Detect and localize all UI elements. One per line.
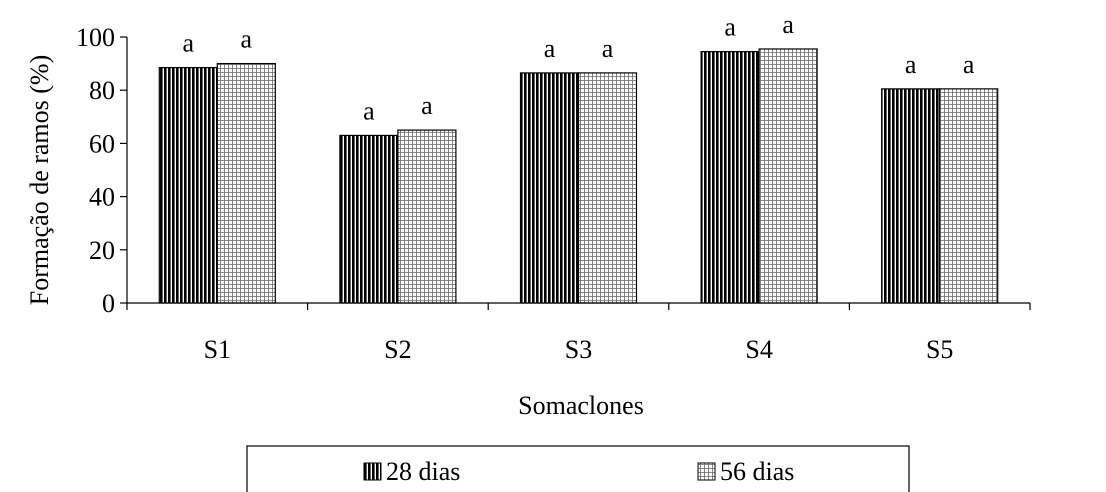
x-tick-label-s4: S4: [745, 335, 772, 364]
bar-56-dias-s2: [397, 129, 457, 304]
bar-annotation-28-dias-s4: a: [724, 13, 736, 42]
bar-28-dias-s2: [339, 134, 399, 304]
x-axis: S1 S2 S3 S4 S5: [126, 302, 1031, 364]
bar-annotation-28-dias-s2: a: [363, 96, 375, 125]
y-axis-title: Formação de ramos (%): [25, 55, 54, 306]
bar-56-dias-s4: [758, 48, 818, 304]
bar-28-dias-s5: [881, 88, 941, 304]
bar-56-dias-s5: [939, 88, 999, 304]
y-tick-label-80: 80: [89, 76, 115, 105]
y-tick-label-60: 60: [89, 129, 115, 158]
bar-annotation-28-dias-s3: a: [544, 34, 556, 63]
x-axis-title: Somaclones: [518, 391, 644, 420]
legend-swatch-56-dias: [697, 462, 716, 481]
x-tick-label-s1: S1: [204, 335, 231, 364]
bars-group: [158, 48, 999, 304]
bar-28-dias-s3: [519, 72, 580, 304]
y-tick-label-100: 100: [76, 23, 115, 52]
bar-28-dias-s4: [700, 51, 760, 304]
bar-annotation-56-dias-s5: a: [963, 50, 975, 79]
bar-annotation-56-dias-s4: a: [782, 10, 794, 39]
x-tick-label-s2: S2: [384, 335, 411, 364]
bar-annotation-56-dias-s1: a: [241, 25, 253, 54]
legend-swatch-28-dias: [363, 462, 382, 481]
bar-annotations-group: a a a a a a a a a a: [183, 10, 975, 125]
y-tick-label-40: 40: [89, 183, 115, 212]
plot-area: a a a a a a a a a a 0 20 40 60 80 100 S1 S2 S3 S4 S5: [76, 10, 1031, 364]
bar-annotation-28-dias-s5: a: [905, 50, 917, 79]
bar-56-dias-s1: [216, 62, 276, 304]
bar-annotation-56-dias-s3: a: [602, 34, 614, 63]
bar-annotation-56-dias-s2: a: [421, 91, 433, 120]
x-tick-label-s3: S3: [565, 335, 592, 364]
legend-box: [246, 445, 910, 492]
legend-label-56-dias: 56 dias: [720, 457, 794, 486]
bar-annotation-28-dias-s1: a: [183, 29, 195, 58]
x-tick-label-s5: S5: [926, 335, 953, 364]
bar-56-dias-s3: [577, 72, 638, 304]
y-tick-label-0: 0: [102, 289, 115, 318]
bar-28-dias-s1: [158, 66, 218, 304]
legend: 28 dias 56 dias: [246, 445, 910, 492]
y-axis: 0 20 40 60 80 100: [76, 23, 128, 318]
legend-label-28-dias: 28 dias: [386, 457, 460, 486]
y-tick-label-20: 20: [89, 236, 115, 265]
